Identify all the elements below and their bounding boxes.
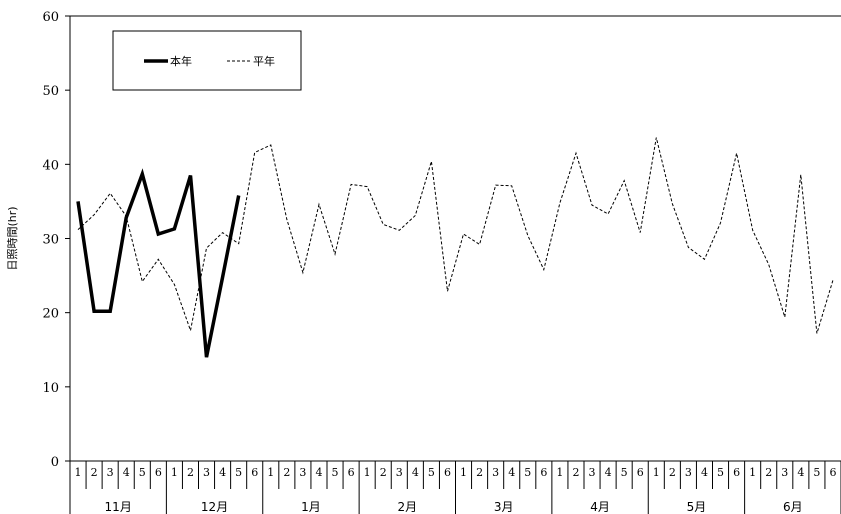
pentad-label: 6 — [540, 466, 547, 479]
pentad-label: 6 — [829, 466, 836, 479]
pentad-label: 3 — [107, 466, 114, 479]
pentad-label: 4 — [508, 466, 515, 479]
pentad-label: 3 — [299, 466, 306, 479]
month-label: 6月 — [783, 500, 803, 514]
pentad-label: 5 — [139, 466, 146, 479]
month-label: 11月 — [105, 500, 132, 514]
pentad-label: 1 — [653, 466, 660, 479]
pentad-label: 4 — [412, 466, 419, 479]
pentad-label: 4 — [219, 466, 226, 479]
pentad-label: 1 — [267, 466, 274, 479]
pentad-label: 4 — [315, 466, 322, 479]
y-tick-label: 50 — [42, 84, 59, 99]
pentad-label: 2 — [669, 466, 676, 479]
month-label: 1月 — [301, 500, 321, 514]
pentad-label: 6 — [155, 466, 162, 479]
month-label: 2月 — [397, 500, 417, 514]
pentad-label: 5 — [813, 466, 820, 479]
pentad-label: 2 — [283, 466, 290, 479]
pentad-label: 4 — [701, 466, 708, 479]
pentad-label: 4 — [123, 466, 130, 479]
pentad-label: 2 — [187, 466, 194, 479]
pentad-label: 1 — [75, 466, 82, 479]
month-label: 3月 — [494, 500, 514, 514]
pentad-label: 5 — [524, 466, 531, 479]
pentad-label: 5 — [428, 466, 435, 479]
pentad-label: 1 — [556, 466, 563, 479]
pentad-label: 1 — [749, 466, 756, 479]
y-tick-label: 60 — [42, 10, 59, 25]
y-tick-label: 20 — [42, 307, 59, 322]
pentad-label: 1 — [460, 466, 467, 479]
pentad-label: 6 — [733, 466, 740, 479]
pentad-label: 6 — [444, 466, 451, 479]
legend-label: 平年 — [253, 54, 275, 68]
pentad-label: 3 — [203, 466, 210, 479]
pentad-label: 1 — [364, 466, 371, 479]
pentad-label: 3 — [589, 466, 596, 479]
pentad-label: 2 — [91, 466, 98, 479]
legend-label: 本年 — [170, 54, 192, 68]
series-line-normal-year — [77, 137, 834, 334]
pentad-label: 5 — [332, 466, 339, 479]
y-tick-label: 0 — [51, 455, 59, 470]
pentad-label: 3 — [781, 466, 788, 479]
month-label: 4月 — [590, 500, 610, 514]
y-tick-label: 40 — [42, 158, 59, 173]
pentad-label: 1 — [171, 466, 178, 479]
pentad-label: 2 — [765, 466, 772, 479]
y-tick-label: 10 — [42, 381, 59, 396]
pentad-label: 3 — [396, 466, 403, 479]
pentad-label: 5 — [717, 466, 724, 479]
pentad-label: 3 — [685, 466, 692, 479]
pentad-label: 2 — [572, 466, 579, 479]
y-tick-label: 30 — [42, 233, 59, 248]
pentad-label: 6 — [637, 466, 644, 479]
y-axis-title: 日照時間(hr) — [6, 206, 19, 270]
pentad-label: 6 — [251, 466, 258, 479]
pentad-label: 2 — [476, 466, 483, 479]
pentad-label: 2 — [380, 466, 387, 479]
month-label: 5月 — [687, 500, 707, 514]
pentad-label: 6 — [348, 466, 355, 479]
pentad-label: 5 — [621, 466, 628, 479]
series-line-this-year — [76, 168, 241, 358]
pentad-label: 5 — [235, 466, 242, 479]
pentad-label: 4 — [605, 466, 612, 479]
pentad-label: 3 — [492, 466, 499, 479]
month-label: 12月 — [201, 500, 228, 514]
pentad-label: 4 — [797, 466, 804, 479]
